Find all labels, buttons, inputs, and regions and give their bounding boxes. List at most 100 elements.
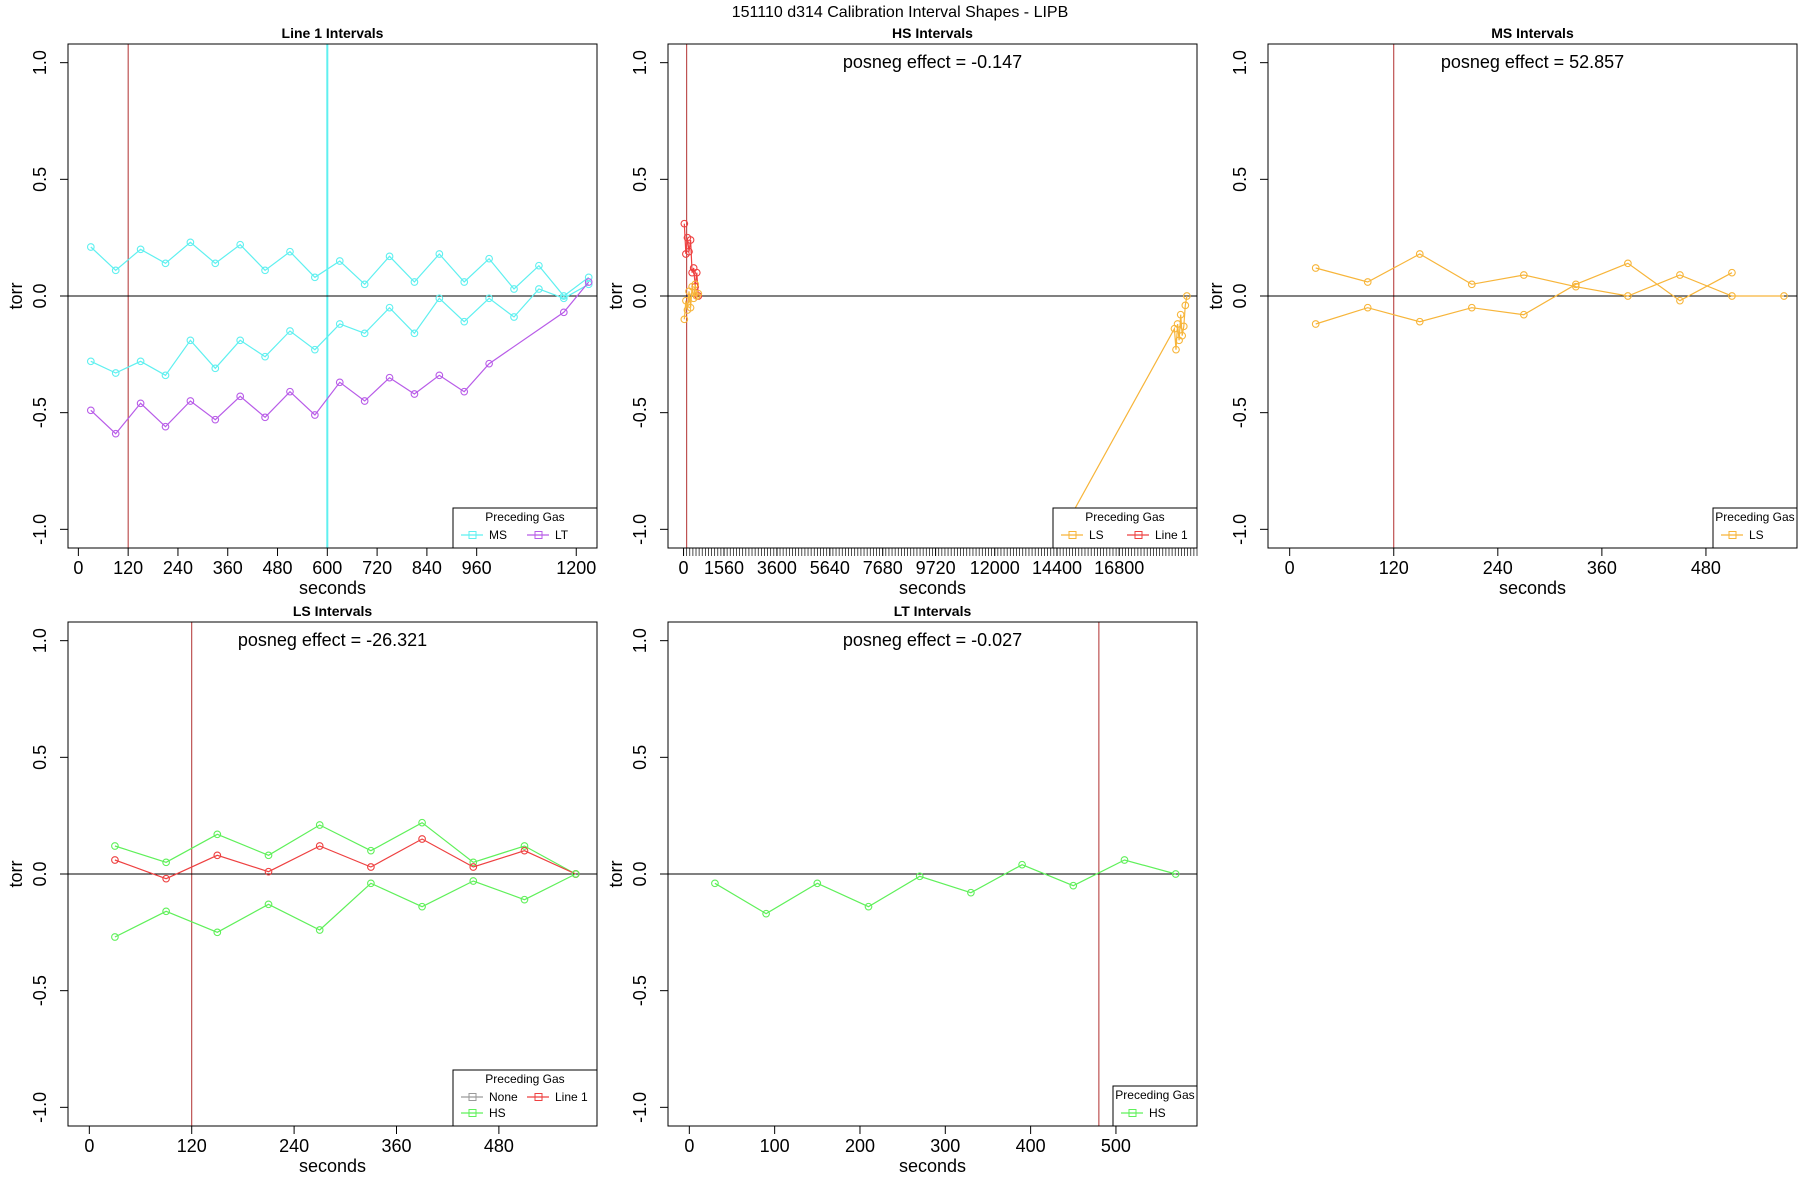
y-tick-label: 1.0 — [1230, 50, 1250, 75]
data-point — [367, 846, 375, 855]
data-point — [261, 413, 269, 422]
data-point — [286, 327, 294, 335]
posneg-annotation: posneg effect = -0.027 — [843, 630, 1022, 650]
series-line — [114, 838, 576, 880]
data-point — [510, 313, 518, 321]
y-tick-label: 1.0 — [630, 50, 650, 75]
data-point — [186, 238, 195, 247]
y-tick-label: -0.5 — [30, 975, 50, 1006]
data-point — [186, 397, 195, 405]
legend-entry-label: LS — [1089, 528, 1104, 542]
data-point — [111, 429, 120, 438]
x-tick-label: 3600 — [757, 558, 797, 578]
data-point — [460, 317, 469, 326]
data-point — [1519, 310, 1528, 319]
data-point — [1311, 320, 1320, 328]
legend-swatch-marker — [468, 1093, 477, 1101]
y-tick-label: -1.0 — [30, 514, 50, 545]
data-point — [1519, 271, 1528, 279]
y-axis-label: torr — [606, 860, 626, 887]
y-tick-label: 0.0 — [1230, 283, 1250, 308]
data-point — [1572, 280, 1580, 289]
x-tick-label: 1200 — [556, 558, 596, 578]
data-point — [367, 879, 375, 888]
legend: Preceding Gas None Line 1 HS — [452, 1069, 598, 1127]
y-tick-label: -1.0 — [630, 1092, 650, 1123]
legend-entry-label: LT — [555, 528, 569, 542]
x-tick-label: 0 — [1285, 558, 1295, 578]
data-point — [1363, 278, 1372, 286]
data-point — [485, 254, 493, 263]
x-tick-label: 100 — [760, 1136, 790, 1156]
panel-title: LS Intervals — [293, 603, 373, 619]
data-point — [485, 294, 493, 303]
figure-title: 151110 d314 Calibration Interval Shapes … — [732, 4, 1069, 21]
legend-box — [1112, 1085, 1198, 1127]
data-point — [1120, 856, 1129, 864]
x-tick-label: 500 — [1101, 1136, 1131, 1156]
data-point — [315, 821, 324, 829]
x-tick-label: 480 — [484, 1136, 514, 1156]
x-tick-label: 240 — [1483, 558, 1513, 578]
y-axis-label: torr — [6, 282, 26, 309]
x-tick-label: 120 — [113, 558, 143, 578]
x-tick-label: 480 — [263, 558, 293, 578]
data-point — [418, 818, 426, 827]
data-point — [762, 909, 770, 918]
legend-box — [1712, 507, 1798, 549]
x-tick-label: 360 — [381, 1136, 411, 1156]
y-tick-label: 1.0 — [630, 628, 650, 653]
legend-title: Preceding Gas — [1715, 510, 1794, 524]
legend-swatch-marker — [468, 1109, 477, 1117]
y-tick-label: 0.5 — [630, 167, 650, 192]
x-tick-label: 400 — [1016, 1136, 1046, 1156]
data-point — [460, 278, 469, 286]
data-point — [264, 867, 273, 876]
y-tick-label: -1.0 — [30, 1092, 50, 1123]
y-tick-label: -0.5 — [30, 397, 50, 428]
data-point — [86, 406, 95, 415]
y-tick-label: 1.0 — [30, 50, 50, 75]
data-point — [1415, 317, 1424, 326]
data-point — [136, 399, 145, 408]
series-line — [683, 284, 699, 320]
data-point — [435, 294, 444, 303]
data-point — [685, 247, 693, 256]
data-point — [1311, 264, 1320, 272]
data-point — [161, 259, 170, 268]
legend-title: Preceding Gas — [485, 510, 564, 524]
y-tick-label: 0.0 — [630, 861, 650, 886]
data-point — [213, 830, 222, 839]
series-line — [1315, 253, 1784, 297]
data-point — [686, 236, 695, 244]
data-point — [435, 371, 444, 380]
legend-swatch-marker — [1728, 531, 1737, 539]
y-tick-label: -1.0 — [630, 514, 650, 545]
data-point — [360, 329, 369, 338]
y-tick-label: 1.0 — [30, 628, 50, 653]
series-line — [1056, 295, 1188, 542]
data-point — [236, 336, 245, 345]
y-tick-label: 0.5 — [1230, 167, 1250, 192]
data-point — [1018, 860, 1026, 869]
panel-title: HS Intervals — [892, 25, 973, 41]
y-axis-label: torr — [6, 860, 26, 887]
legend-entry-label: None — [489, 1090, 518, 1104]
data-point — [236, 392, 245, 401]
legend-swatch-marker — [534, 531, 543, 539]
data-point — [1181, 301, 1190, 310]
data-point — [571, 870, 580, 878]
x-tick-label: 720 — [362, 558, 392, 578]
data-point — [311, 345, 319, 354]
data-point — [1179, 322, 1188, 331]
x-tick-label: 480 — [1691, 558, 1721, 578]
x-axis-label: seconds — [1499, 578, 1566, 598]
data-point — [520, 895, 529, 904]
data-point — [535, 261, 543, 270]
x-tick-label: 7680 — [863, 558, 903, 578]
legend-entry-label: HS — [1149, 1106, 1166, 1120]
x-tick-label: 200 — [845, 1136, 875, 1156]
legend-box — [452, 507, 598, 549]
x-tick-label: 14400 — [1032, 558, 1082, 578]
data-point — [1467, 280, 1476, 289]
